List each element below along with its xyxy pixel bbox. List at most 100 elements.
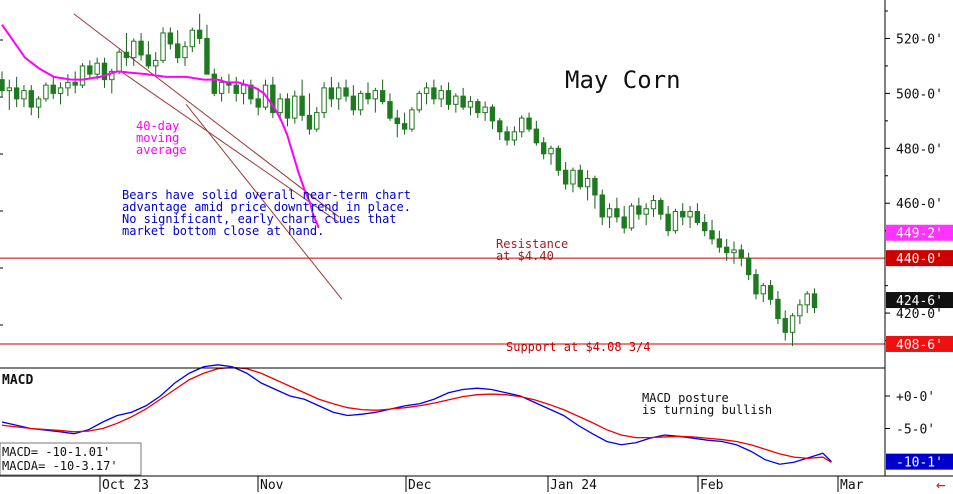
candle — [738, 244, 745, 267]
macd-panel: MACD MACD= -10-1.01'MACDA= -10-3.17' MACD … — [0, 364, 832, 476]
candle — [174, 30, 181, 64]
candle-body — [211, 73, 217, 94]
x-tick-label: Oct 23 — [102, 478, 149, 493]
candle-body — [321, 87, 327, 114]
candle-body — [599, 194, 605, 218]
candle — [255, 87, 261, 116]
candle-body — [672, 210, 679, 232]
candle-body — [314, 112, 320, 130]
candle-body — [94, 62, 100, 75]
price-tag-last — [886, 292, 953, 309]
candle — [460, 87, 466, 110]
candle — [35, 96, 42, 119]
candle — [445, 82, 452, 110]
candle-body — [379, 90, 386, 103]
candle — [702, 214, 708, 237]
candle-body — [738, 249, 745, 259]
candle-body — [204, 37, 210, 75]
candle-body — [804, 293, 810, 306]
candle — [658, 197, 664, 220]
candle — [453, 93, 459, 113]
candle-body — [182, 46, 188, 59]
candle-body — [270, 84, 276, 114]
candle — [409, 107, 415, 132]
candle — [138, 32, 144, 61]
candle-body — [343, 87, 349, 97]
candle-body — [87, 65, 93, 75]
y-tick-label: 500-0' — [896, 87, 943, 102]
candle — [775, 291, 781, 325]
candle-body — [753, 274, 759, 295]
candle — [50, 76, 56, 99]
candle — [211, 68, 217, 97]
candle-body — [811, 293, 818, 309]
candle — [131, 38, 137, 66]
candle-body — [189, 29, 196, 48]
candle-body — [628, 205, 635, 229]
candle — [716, 230, 723, 253]
candle-body — [131, 40, 137, 59]
resistance-label-line: Resistance — [496, 237, 568, 251]
candle — [672, 208, 679, 234]
candle-body — [372, 90, 379, 100]
candle — [57, 82, 64, 105]
price-tag-ma — [886, 224, 953, 241]
candle-body — [482, 106, 488, 114]
candle — [621, 205, 627, 234]
candle — [555, 145, 562, 176]
candle — [387, 93, 393, 121]
candle-body — [650, 199, 657, 210]
candle — [94, 57, 100, 80]
candle — [584, 170, 591, 201]
candle-body — [716, 238, 723, 248]
candle — [540, 137, 547, 160]
candle-body — [299, 95, 305, 116]
candle-body — [255, 98, 261, 108]
resistance-label-line: at $4.40 — [496, 249, 554, 263]
candle — [606, 203, 613, 228]
candle — [28, 85, 34, 116]
candle — [87, 60, 93, 80]
candle-body — [306, 114, 313, 130]
candle — [753, 269, 759, 300]
moving-average-line — [1, 24, 320, 229]
candle-body — [79, 65, 86, 86]
candle — [548, 145, 554, 165]
y-tick-label: 480-0' — [896, 142, 943, 157]
macd-readout: MACD= -10-1.01' — [2, 445, 110, 459]
candle-body — [409, 109, 415, 130]
candle-body — [72, 81, 78, 86]
candle-body — [50, 84, 56, 94]
candle-body — [797, 304, 803, 317]
candle — [292, 90, 298, 124]
candle — [628, 203, 635, 231]
candle-body — [292, 95, 298, 119]
candle — [101, 57, 108, 88]
price-tag-label-support: 408-6' — [896, 338, 943, 353]
candle — [160, 27, 166, 64]
candle — [423, 82, 430, 105]
candle-body — [21, 90, 27, 100]
candle — [145, 41, 152, 69]
candle — [350, 85, 357, 116]
nav-arrow-icon: ← — [936, 475, 946, 494]
candle — [789, 313, 796, 347]
candle — [13, 76, 20, 108]
candle-body — [709, 230, 715, 240]
candle-body — [570, 169, 576, 185]
candle — [21, 85, 27, 108]
candle-body — [116, 51, 122, 72]
candle — [299, 79, 305, 121]
candle — [665, 205, 671, 237]
trendline-1 — [73, 13, 340, 218]
candle — [43, 82, 49, 102]
candle-body — [519, 117, 525, 133]
candle-body — [723, 246, 730, 254]
candle — [357, 90, 364, 116]
macd-annotation-line: is turning bullish — [642, 403, 772, 417]
candle — [767, 280, 774, 305]
y-tick-label: 420-0' — [896, 307, 943, 322]
candle-body — [789, 315, 796, 333]
candle — [79, 63, 86, 88]
price-panel: May Corn 40-day moving average Bears have so… — [0, 13, 885, 354]
